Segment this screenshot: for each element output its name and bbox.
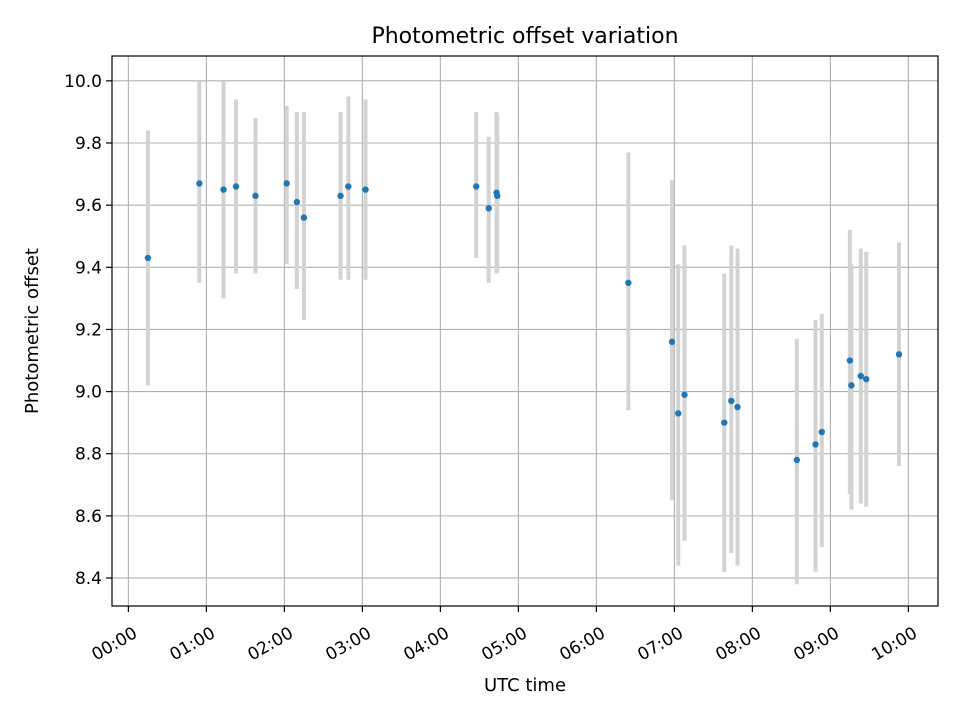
data-point [252, 192, 259, 200]
plot-frame [111, 55, 939, 607]
data-point [232, 183, 240, 190]
data-point [283, 180, 290, 187]
y-tick-label: 8.6 [75, 507, 102, 527]
data-point [793, 456, 801, 464]
data-point [473, 183, 480, 190]
data-point [144, 254, 152, 262]
data-point [668, 338, 676, 346]
y-tick-label: 8.8 [75, 445, 102, 465]
data-point [863, 375, 870, 383]
data-point [494, 192, 501, 200]
data-point [857, 372, 864, 380]
data-points [144, 180, 903, 464]
data-point [812, 441, 819, 448]
y-axis-label: Photometric offset [22, 248, 43, 414]
grid-lines [112, 56, 938, 606]
data-point [196, 180, 203, 187]
chart-title: Photometric offset variation [371, 24, 678, 49]
data-point [362, 186, 369, 193]
y-tick-label: 9.6 [75, 196, 102, 216]
data-point [345, 183, 352, 190]
data-point [728, 397, 735, 405]
y-tick-label: 9.0 [75, 383, 102, 403]
data-point [721, 419, 728, 426]
data-point [734, 403, 741, 411]
data-point [220, 186, 227, 193]
x-axis-label: UTC time [484, 675, 566, 696]
data-point [846, 357, 854, 364]
data-point [300, 214, 308, 221]
data-point [293, 198, 301, 206]
data-point [485, 205, 492, 212]
y-tick-label: 9.4 [75, 258, 102, 278]
data-point [675, 410, 682, 417]
y-tick-label: 10.0 [64, 72, 102, 92]
data-point [818, 428, 825, 436]
y-tick-label: 9.2 [75, 320, 102, 340]
y-tick-label: 8.4 [75, 569, 102, 589]
data-point [681, 391, 688, 398]
data-point [337, 192, 344, 200]
data-point [625, 279, 632, 287]
data-point [848, 382, 855, 389]
data-point [895, 351, 903, 358]
y-tick-label: 9.8 [75, 134, 102, 154]
